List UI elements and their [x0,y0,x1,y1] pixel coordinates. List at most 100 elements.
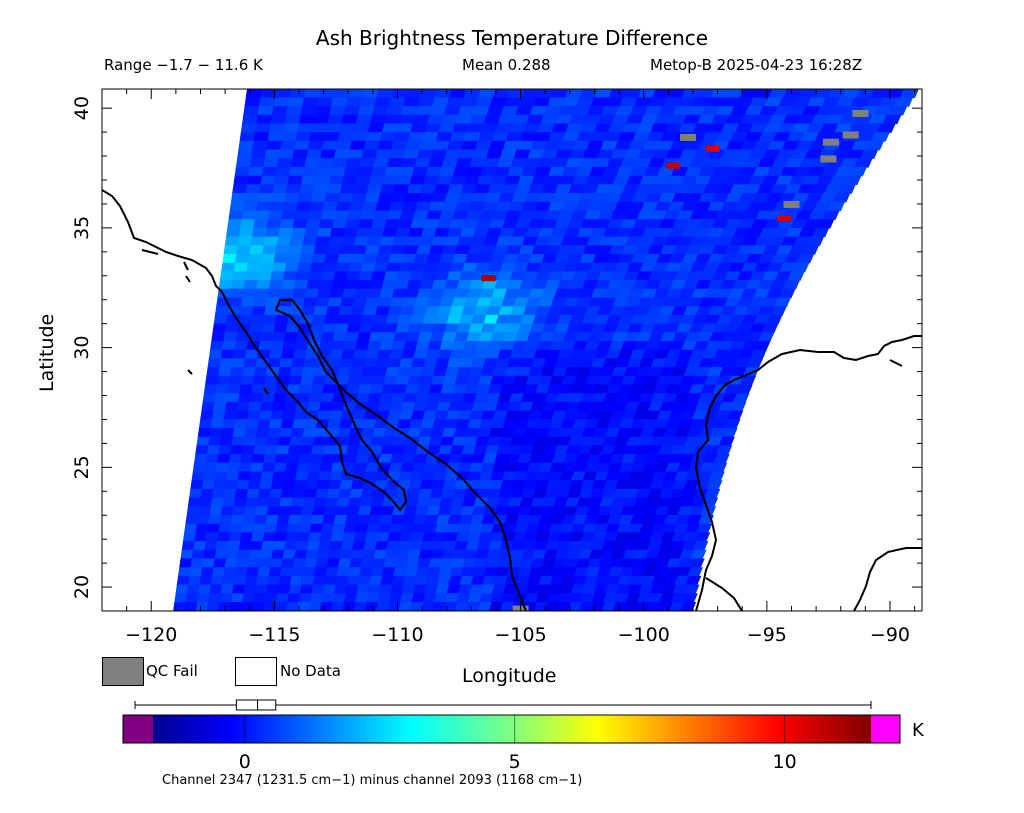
swath-pixel [375,306,391,316]
swath-pixel [236,401,251,412]
swath-pixel [267,288,282,299]
swath-pixel [496,158,514,168]
swath-pixel [203,471,217,481]
swath-pixel [343,280,360,290]
swath-pixel [264,445,279,455]
swath-pixel [481,201,499,212]
swath-pixel [253,297,268,307]
swath-pixel [320,523,335,534]
swath-pixel [242,114,259,125]
swath-pixel [313,306,329,316]
swath-pixel [417,97,435,107]
swath-pixel [227,219,243,229]
swath-pixel [567,601,583,611]
swath-pixel [395,227,411,238]
swath-pixel [504,175,522,185]
swath-pixel [765,314,783,325]
swath-pixel [432,97,450,107]
swath-pixel [330,401,345,412]
swath-pixel [282,340,297,351]
swath-pixel [339,184,356,194]
swath-pixel [310,514,325,525]
colorbar-tick-label: 10 [773,751,797,773]
swath-pixel [213,558,227,568]
swath-pixel [229,445,244,455]
swath-pixel [191,471,206,481]
swath-pixel [444,236,461,246]
swath-pixel [199,575,213,586]
swath-pixel [333,210,350,220]
swath-pixel [260,254,276,264]
swath-pixel [351,132,369,142]
swath-pixel [284,332,299,342]
swath-pixel [428,158,445,168]
swath-pixel [418,193,435,203]
swath-pixel [215,541,230,551]
swath-pixel [521,89,540,98]
swath-pixel [425,167,443,177]
swath-pixel [318,340,334,351]
channel-note: Channel 2347 (1231.5 cm−1) minus channel… [162,773,583,788]
swath-pixel [466,167,484,177]
swath-pixel [332,158,349,168]
y-tick-label: 25 [71,455,93,479]
swath-pixel [243,584,257,594]
colorbar-unit: K [912,720,924,741]
swath-pixel [364,245,381,255]
swath-pixel [273,532,288,542]
swath-pixel [308,601,323,611]
swath-pixel [220,584,235,594]
swath-pixel [240,375,255,386]
swath-pixel [203,549,217,560]
swath-pixel [816,219,835,229]
swath-pixel [442,201,459,212]
swath-pixel [334,323,350,333]
swath-pixel [431,280,448,290]
swath-pixel [242,288,257,299]
swath-pixel [206,601,221,611]
swath-pixel [254,123,272,133]
swath-pixel [480,167,497,177]
swath-pixel [372,106,390,116]
swath-pixel [238,462,253,473]
swath-pixel [387,358,403,368]
swath-pixel [211,567,226,577]
swath-pixel [217,454,231,464]
colorbar-frame [122,714,901,744]
swath-pixel [257,567,271,577]
swath-pixel [401,254,417,264]
swath-pixel [446,97,464,107]
swath-pixel [352,297,368,307]
swath-pixel [228,210,244,220]
swath-pixel [403,97,421,107]
swath-pixel [241,210,257,220]
swath-pixel [274,89,292,98]
swath-pixel [285,532,300,542]
swath-pixel [242,514,257,525]
swath-pixel [464,132,482,142]
swath-pixel [192,462,207,473]
swath-pixel [280,349,296,360]
swath-pixel [322,514,337,525]
swath-pixel [306,280,322,290]
swath-pixel [416,245,432,255]
swath-pixel [429,106,447,116]
swath-pixel [419,280,435,290]
swath-pixel [324,254,340,264]
swath-pixel [377,193,394,203]
x-tick-label: −90 [870,624,910,646]
swath-pixel [322,445,337,455]
swath-pixel [306,471,321,481]
swath-pixel [234,567,249,577]
swath-pixel [529,106,548,116]
swath-pixel [219,514,234,525]
swath-pixel [373,210,390,220]
swath-pixel [274,454,289,464]
swath-pixel [210,340,225,351]
x-axis-label: Longitude [462,665,557,687]
swath-pixel [669,601,685,611]
swath-pixel [228,375,243,386]
swath-pixel [240,601,255,611]
swath-pixel [300,245,316,255]
swath-pixel [251,306,267,316]
